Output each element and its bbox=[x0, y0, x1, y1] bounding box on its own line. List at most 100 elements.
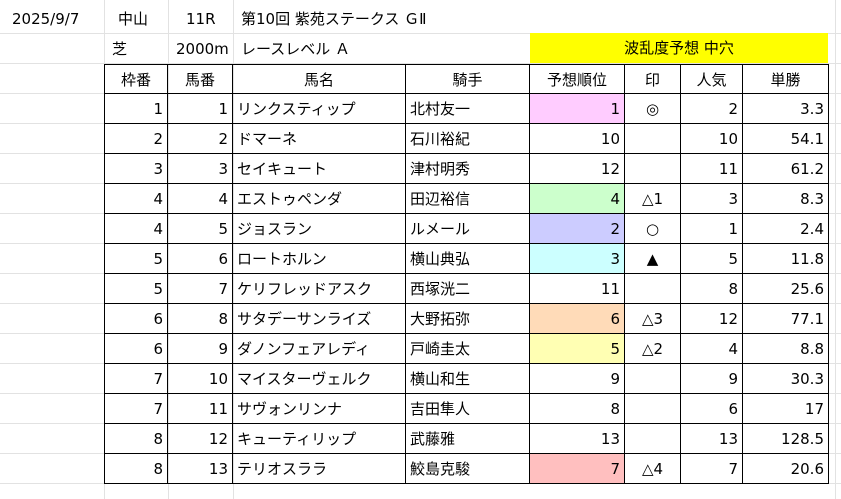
race-number[interactable]: 11R bbox=[186, 10, 216, 28]
cell-popularity[interactable]: 10 bbox=[681, 124, 743, 154]
column-header[interactable]: 単勝 bbox=[743, 64, 829, 94]
cell-waku[interactable]: 7 bbox=[104, 394, 168, 424]
cell-uma[interactable]: 3 bbox=[168, 154, 233, 184]
cell-jockey[interactable]: 吉田隼人 bbox=[406, 394, 530, 424]
cell-waku[interactable]: 6 bbox=[104, 334, 168, 364]
cell-popularity[interactable]: 1 bbox=[681, 214, 743, 244]
cell-horse-name[interactable]: ロートホルン bbox=[233, 244, 406, 274]
cell-mark[interactable] bbox=[625, 154, 681, 184]
cell-mark[interactable]: ◎ bbox=[625, 94, 681, 124]
cell-popularity[interactable]: 2 bbox=[681, 94, 743, 124]
column-header[interactable]: 予想順位 bbox=[530, 64, 625, 94]
cell-predicted-rank[interactable]: 7 bbox=[530, 454, 625, 484]
cell-jockey[interactable]: 北村友一 bbox=[406, 94, 530, 124]
race-distance[interactable]: 2000m bbox=[176, 40, 229, 58]
cell-popularity[interactable]: 4 bbox=[681, 334, 743, 364]
cell-horse-name[interactable]: ダノンフェアレディ bbox=[233, 334, 406, 364]
cell-win-odds[interactable]: 128.5 bbox=[743, 424, 829, 454]
cell-mark[interactable]: ○ bbox=[625, 214, 681, 244]
cell-predicted-rank[interactable]: 1 bbox=[530, 94, 625, 124]
cell-horse-name[interactable]: マイスターヴェルク bbox=[233, 364, 406, 394]
cell-horse-name[interactable]: テリオスララ bbox=[233, 454, 406, 484]
cell-popularity[interactable]: 5 bbox=[681, 244, 743, 274]
cell-predicted-rank[interactable]: 5 bbox=[530, 334, 625, 364]
column-header[interactable]: 枠番 bbox=[104, 64, 168, 94]
race-level[interactable]: レースレベル Ａ bbox=[241, 40, 351, 58]
cell-waku[interactable]: 7 bbox=[104, 364, 168, 394]
cell-jockey[interactable]: 田辺裕信 bbox=[406, 184, 530, 214]
cell-horse-name[interactable]: リンクスティップ bbox=[233, 94, 406, 124]
cell-mark[interactable] bbox=[625, 394, 681, 424]
cell-predicted-rank[interactable]: 11 bbox=[530, 274, 625, 304]
cell-waku[interactable]: 4 bbox=[104, 184, 168, 214]
cell-win-odds[interactable]: 61.2 bbox=[743, 154, 829, 184]
cell-jockey[interactable]: 津村明秀 bbox=[406, 154, 530, 184]
cell-uma[interactable]: 6 bbox=[168, 244, 233, 274]
cell-waku[interactable]: 8 bbox=[104, 454, 168, 484]
cell-jockey[interactable]: 鮫島克駿 bbox=[406, 454, 530, 484]
cell-predicted-rank[interactable]: 4 bbox=[530, 184, 625, 214]
cell-predicted-rank[interactable]: 10 bbox=[530, 124, 625, 154]
cell-popularity[interactable]: 8 bbox=[681, 274, 743, 304]
cell-uma[interactable]: 8 bbox=[168, 304, 233, 334]
cell-horse-name[interactable]: サタデーサンライズ bbox=[233, 304, 406, 334]
cell-mark[interactable] bbox=[625, 424, 681, 454]
cell-uma[interactable]: 13 bbox=[168, 454, 233, 484]
cell-mark[interactable]: △3 bbox=[625, 304, 681, 334]
cell-jockey[interactable]: 戸崎圭太 bbox=[406, 334, 530, 364]
cell-predicted-rank[interactable]: 8 bbox=[530, 394, 625, 424]
cell-waku[interactable]: 5 bbox=[104, 274, 168, 304]
cell-predicted-rank[interactable]: 13 bbox=[530, 424, 625, 454]
cell-horse-name[interactable]: ケリフレッドアスク bbox=[233, 274, 406, 304]
cell-predicted-rank[interactable]: 9 bbox=[530, 364, 625, 394]
cell-waku[interactable]: 3 bbox=[104, 154, 168, 184]
cell-uma[interactable]: 4 bbox=[168, 184, 233, 214]
cell-uma[interactable]: 1 bbox=[168, 94, 233, 124]
cell-uma[interactable]: 9 bbox=[168, 334, 233, 364]
cell-jockey[interactable]: ルメール bbox=[406, 214, 530, 244]
cell-popularity[interactable]: 9 bbox=[681, 364, 743, 394]
cell-horse-name[interactable]: エストゥペンダ bbox=[233, 184, 406, 214]
cell-win-odds[interactable]: 54.1 bbox=[743, 124, 829, 154]
cell-win-odds[interactable]: 20.6 bbox=[743, 454, 829, 484]
cell-waku[interactable]: 5 bbox=[104, 244, 168, 274]
cell-win-odds[interactable]: 17 bbox=[743, 394, 829, 424]
cell-win-odds[interactable]: 8.8 bbox=[743, 334, 829, 364]
cell-waku[interactable]: 2 bbox=[104, 124, 168, 154]
cell-popularity[interactable]: 6 bbox=[681, 394, 743, 424]
cell-win-odds[interactable]: 3.3 bbox=[743, 94, 829, 124]
cell-jockey[interactable]: 横山和生 bbox=[406, 364, 530, 394]
cell-uma[interactable]: 2 bbox=[168, 124, 233, 154]
cell-win-odds[interactable]: 25.6 bbox=[743, 274, 829, 304]
cell-mark[interactable]: △2 bbox=[625, 334, 681, 364]
column-header[interactable]: 印 bbox=[625, 64, 681, 94]
cell-horse-name[interactable]: サヴォンリンナ bbox=[233, 394, 406, 424]
cell-predicted-rank[interactable]: 2 bbox=[530, 214, 625, 244]
cell-jockey[interactable]: 石川裕紀 bbox=[406, 124, 530, 154]
cell-horse-name[interactable]: セイキュート bbox=[233, 154, 406, 184]
cell-jockey[interactable]: 大野拓弥 bbox=[406, 304, 530, 334]
cell-waku[interactable]: 8 bbox=[104, 424, 168, 454]
cell-win-odds[interactable]: 11.8 bbox=[743, 244, 829, 274]
cell-horse-name[interactable]: ジョスラン bbox=[233, 214, 406, 244]
cell-win-odds[interactable]: 8.3 bbox=[743, 184, 829, 214]
race-date[interactable]: 2025/9/7 bbox=[12, 10, 80, 28]
cell-predicted-rank[interactable]: 6 bbox=[530, 304, 625, 334]
cell-popularity[interactable]: 7 bbox=[681, 454, 743, 484]
column-header[interactable]: 人気 bbox=[681, 64, 743, 94]
cell-waku[interactable]: 4 bbox=[104, 214, 168, 244]
column-header[interactable]: 騎手 bbox=[406, 64, 530, 94]
cell-popularity[interactable]: 11 bbox=[681, 154, 743, 184]
risk-forecast-label[interactable]: 波乱度予想 中穴 bbox=[530, 33, 828, 63]
race-surface[interactable]: 芝 bbox=[112, 40, 128, 58]
cell-waku[interactable]: 1 bbox=[104, 94, 168, 124]
cell-popularity[interactable]: 13 bbox=[681, 424, 743, 454]
cell-mark[interactable] bbox=[625, 124, 681, 154]
column-header[interactable]: 馬番 bbox=[168, 64, 233, 94]
cell-win-odds[interactable]: 77.1 bbox=[743, 304, 829, 334]
cell-predicted-rank[interactable]: 12 bbox=[530, 154, 625, 184]
cell-horse-name[interactable]: キューティリップ bbox=[233, 424, 406, 454]
cell-uma[interactable]: 7 bbox=[168, 274, 233, 304]
race-name[interactable]: 第10回 紫苑ステークス ＧⅡ bbox=[241, 10, 427, 28]
cell-mark[interactable]: △4 bbox=[625, 454, 681, 484]
